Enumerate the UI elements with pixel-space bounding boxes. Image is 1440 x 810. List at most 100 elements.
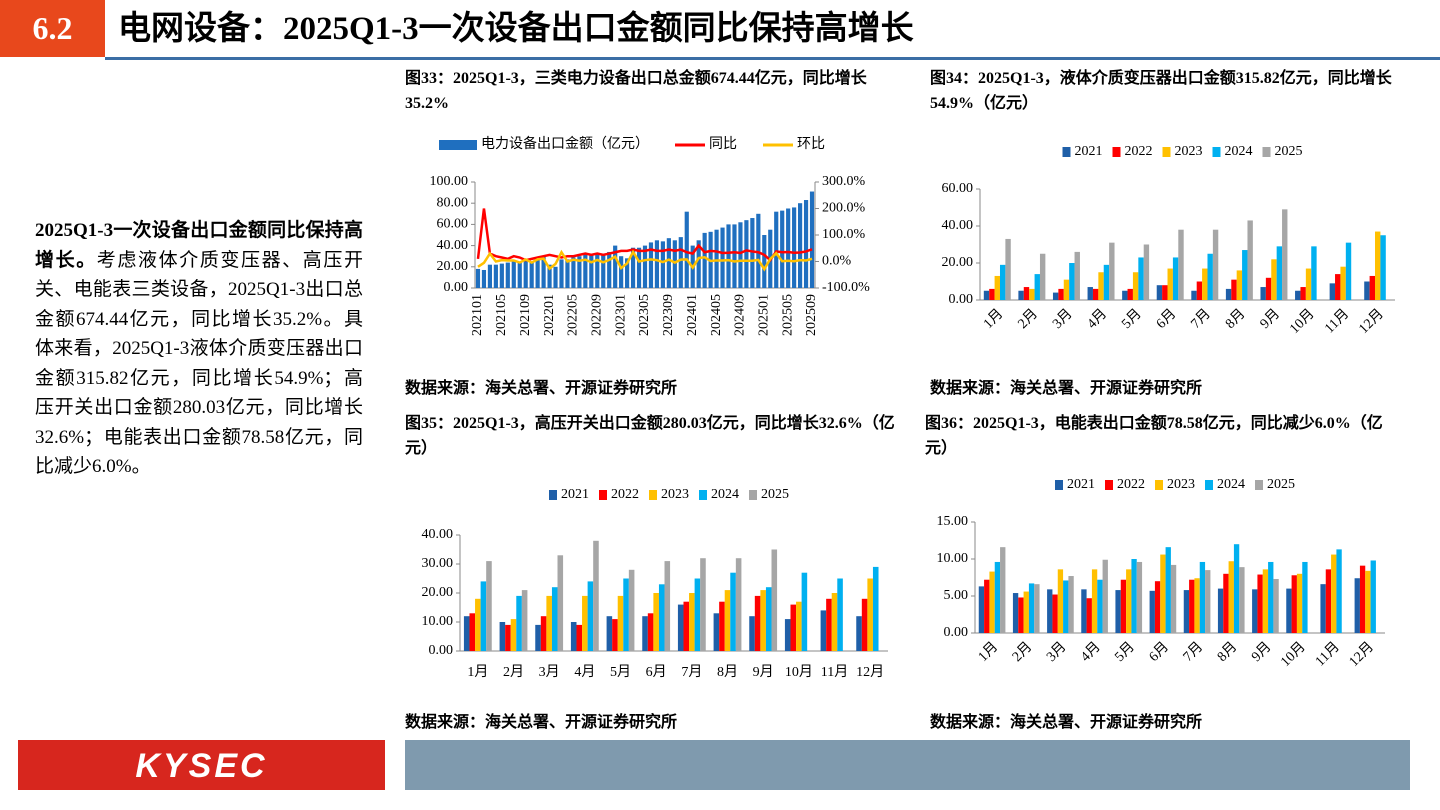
x-tick-label: 12月 [856, 664, 884, 680]
y2-tick-label: 200.0% [822, 201, 866, 216]
bar [696, 240, 701, 288]
x-tick-label: 12月 [1356, 306, 1387, 337]
bar [1097, 579, 1103, 633]
bar [856, 616, 862, 651]
bar [1023, 591, 1029, 633]
chart-source: 数据来源：海关总署、开源证券研究所 [930, 380, 1203, 397]
bar [1236, 270, 1243, 300]
bar [535, 259, 540, 288]
bar [694, 578, 701, 651]
legend-label: 2021 [1075, 144, 1103, 159]
x-tick-label: 11月 [1312, 639, 1343, 670]
y-tick-label: 0.00 [949, 292, 974, 307]
bar [1122, 290, 1128, 300]
bar [553, 266, 558, 288]
y2-tick-label: 0.0% [822, 254, 852, 269]
legend-label: 2021 [1067, 477, 1095, 492]
legend-label: 2025 [1275, 144, 1303, 159]
x-tick-label: 202309 [661, 294, 676, 336]
bar [595, 253, 600, 288]
bar [557, 555, 564, 651]
bar [719, 601, 725, 651]
bar [480, 581, 487, 651]
legend-swatch [1205, 480, 1213, 490]
bar [1167, 268, 1173, 300]
bar [653, 593, 659, 651]
y-tick-label: 15.00 [937, 514, 969, 529]
bar [601, 254, 606, 288]
bar [1058, 288, 1064, 300]
bar [790, 604, 797, 651]
bar [724, 590, 731, 651]
bar [1228, 561, 1234, 633]
bar [1196, 281, 1203, 300]
x-tick-label: 2月 [1015, 306, 1041, 332]
bar [1260, 287, 1266, 300]
y-tick-label: 100.00 [430, 174, 469, 189]
legend-swatch [1105, 480, 1113, 490]
bar [1047, 589, 1053, 633]
legend-swatch [1055, 480, 1063, 490]
bar [1199, 561, 1206, 633]
bar [505, 262, 510, 288]
chart: 0.00 20.00 40.00 60.00 1月 2月 3月 4月 5月 6月 7月 8月 9月 10月… [942, 144, 1395, 337]
bar [664, 561, 671, 651]
bar [683, 601, 690, 651]
bar [511, 261, 516, 288]
bar [1205, 570, 1211, 633]
bar [726, 224, 731, 288]
bar [1329, 283, 1336, 300]
bar [1282, 209, 1288, 300]
legend-label: 2022 [611, 487, 639, 502]
x-tick-label: 10月 [1278, 639, 1309, 670]
y2-tick-label: -100.0% [822, 280, 870, 295]
x-tick-label: 7月 [681, 664, 702, 680]
summary-text: 2025Q1-3一次设备出口金额同比保持高增长。考虑液体介质变压器、高压开关、电… [35, 216, 363, 482]
bar [551, 587, 558, 651]
x-tick-label: 5月 [1112, 639, 1138, 665]
bar [820, 610, 827, 651]
bar [1087, 287, 1093, 300]
bar [617, 595, 624, 651]
bar [1276, 246, 1283, 300]
y-tick-label: 0.00 [444, 280, 469, 295]
bar [983, 290, 990, 300]
bar [1074, 251, 1080, 300]
bar [1223, 573, 1229, 633]
bar [1262, 569, 1269, 633]
bar [1320, 584, 1326, 633]
bar [1012, 593, 1019, 633]
footer-band [405, 740, 1410, 790]
bar [1212, 229, 1219, 300]
bar [521, 590, 528, 651]
bar [774, 211, 779, 288]
chart-title: 图36：2025Q1-3，电能表出口金额78.58亿元，同比减少6.0%（亿元） [925, 415, 1383, 457]
bar [606, 616, 613, 651]
bar [784, 619, 791, 651]
bar [648, 242, 654, 288]
title-rule [105, 57, 1440, 60]
chart-source: 数据来源：海关总署、开源证券研究所 [930, 714, 1203, 731]
legend-swatch [439, 140, 477, 150]
x-tick-label: 11月 [821, 664, 848, 680]
x-tick-label: 202101 [470, 294, 485, 336]
bar [678, 237, 683, 288]
bar [1018, 597, 1024, 633]
bar [989, 571, 995, 633]
bar [1103, 264, 1110, 300]
y-tick-label: 20.00 [437, 259, 469, 274]
bar [1217, 588, 1224, 633]
bar [714, 229, 719, 288]
bar [1335, 274, 1341, 300]
bar [1295, 290, 1301, 300]
bar [499, 263, 504, 288]
y-tick-label: 0.00 [429, 643, 454, 658]
legend: 2021 2022 2023 2024 2025 [549, 487, 789, 502]
legend-swatch [1212, 147, 1221, 157]
bar [1302, 561, 1308, 633]
legend-swatch [649, 490, 657, 500]
bar [1336, 549, 1342, 633]
bar [1052, 594, 1058, 633]
bar [613, 245, 618, 288]
